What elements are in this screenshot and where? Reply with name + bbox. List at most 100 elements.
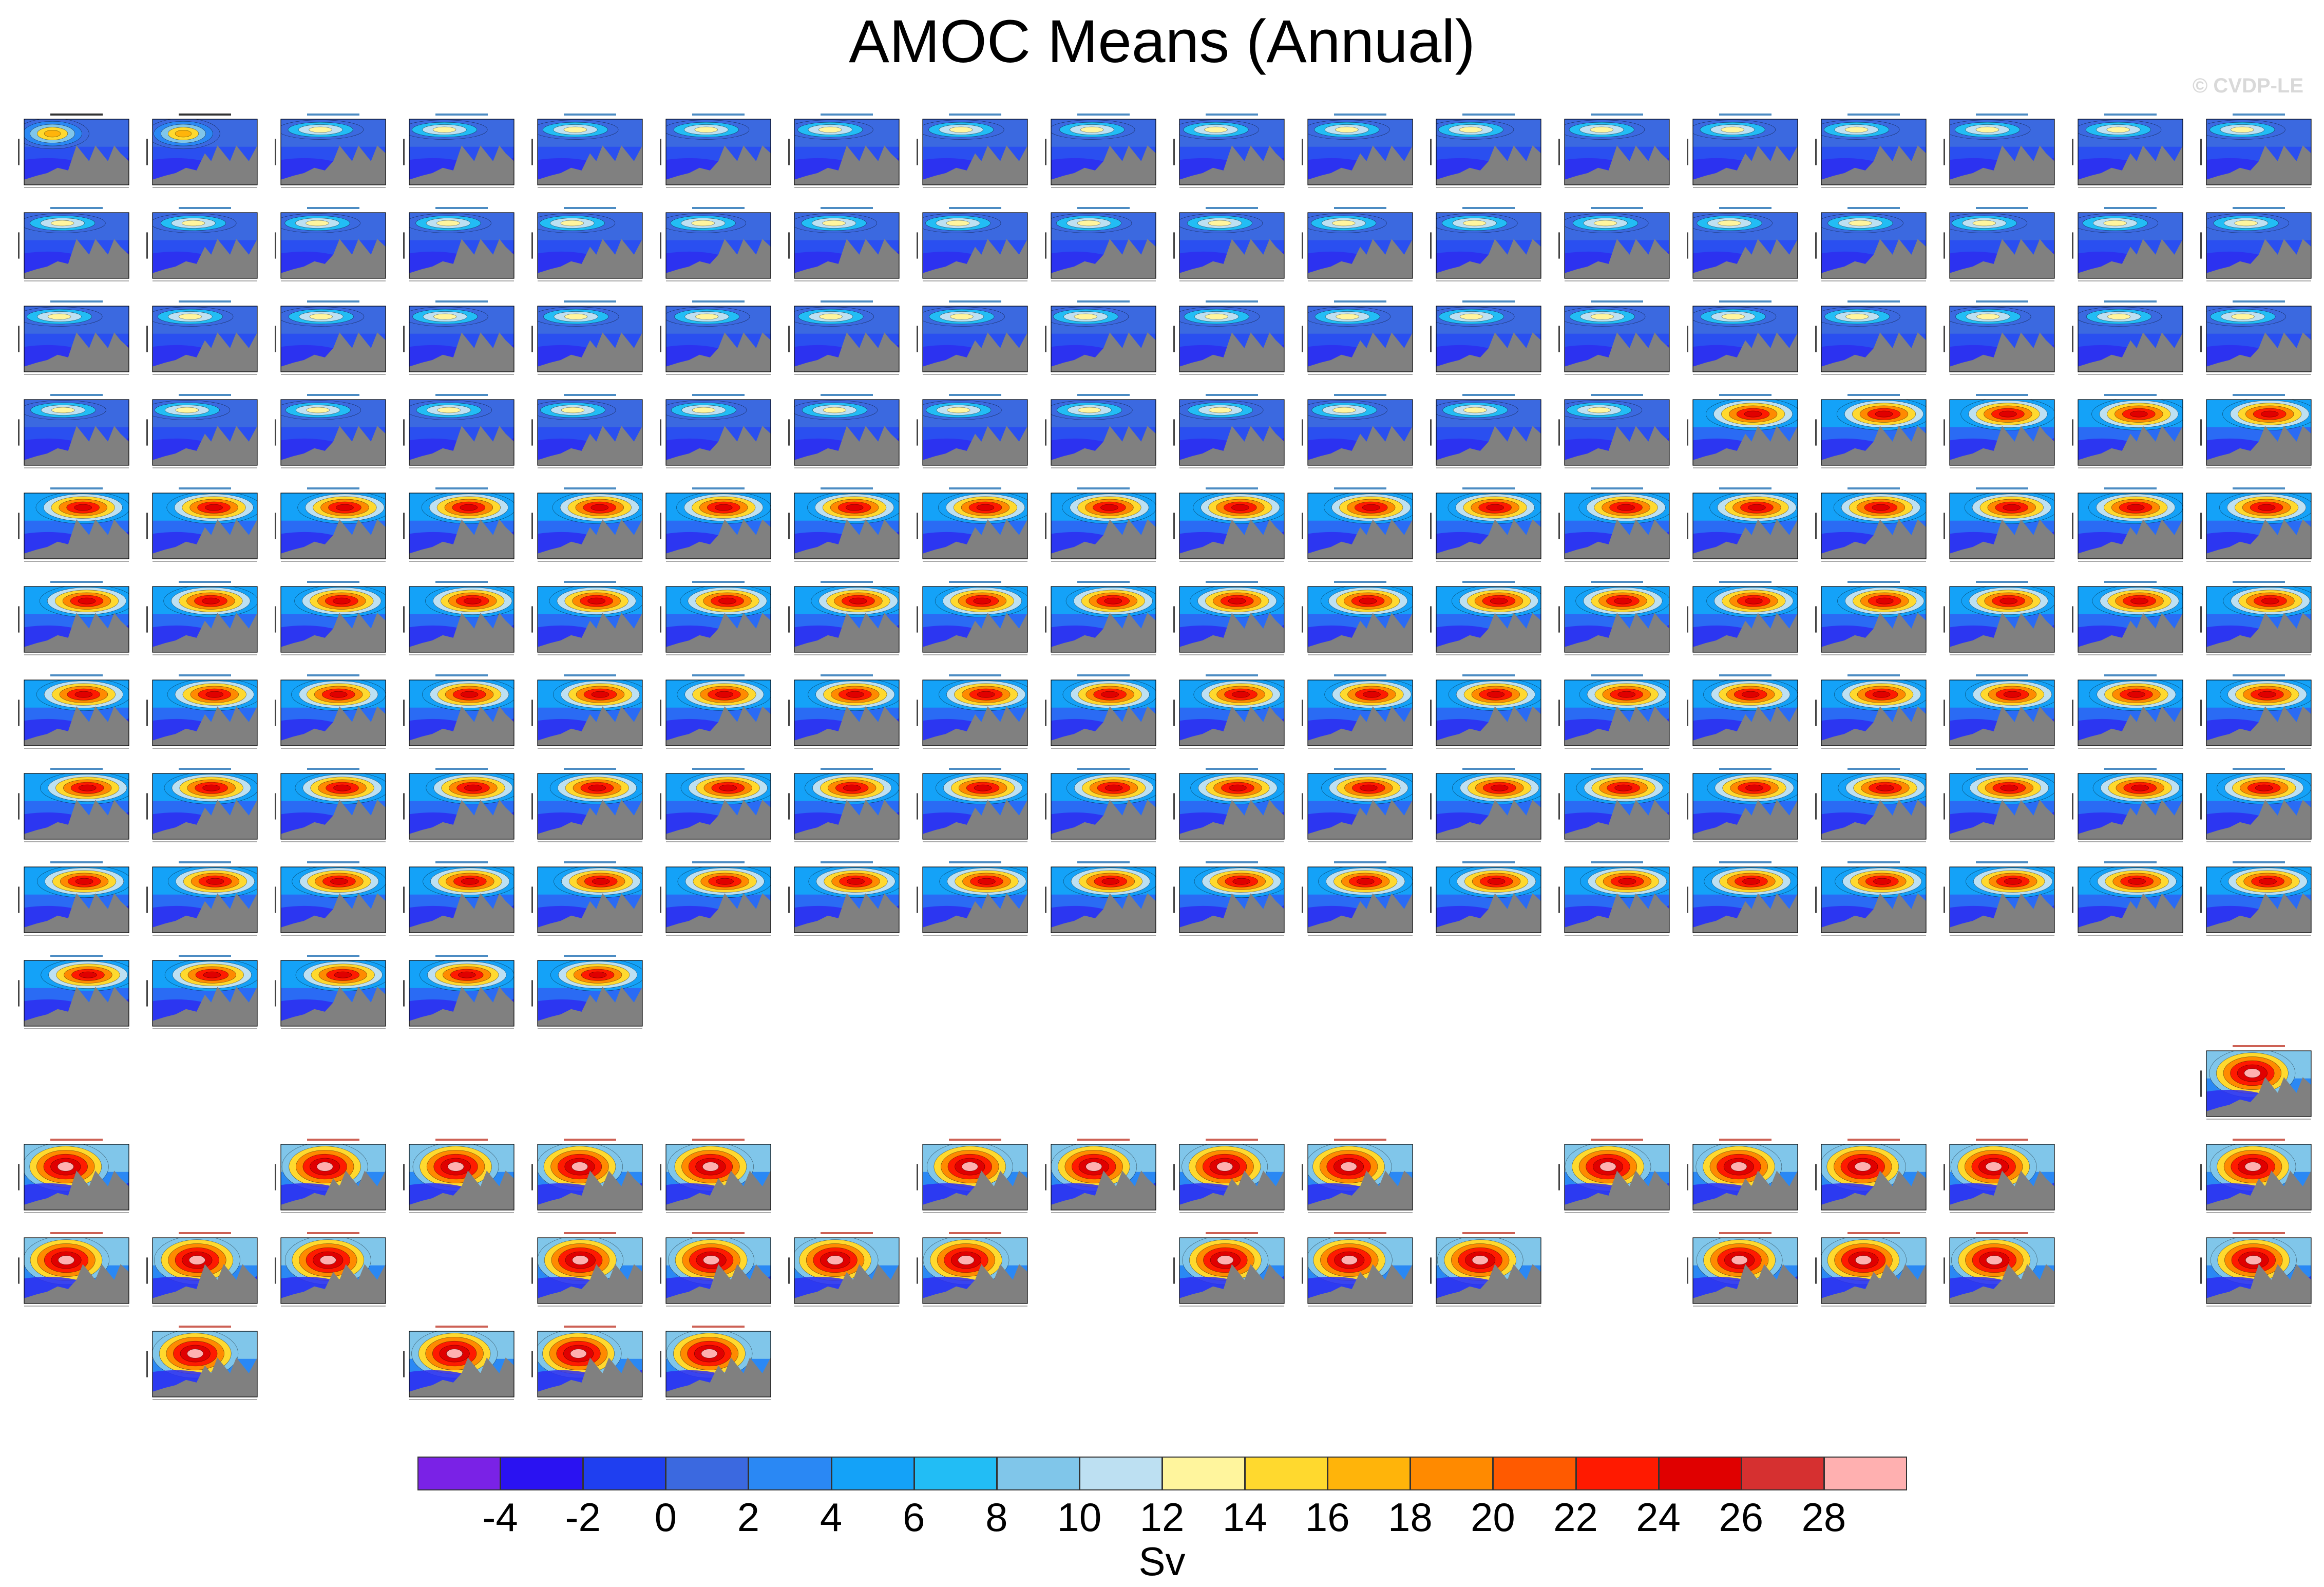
contour-band — [1742, 691, 1760, 698]
y-axis-label-mark — [1687, 326, 1688, 352]
contour-line — [1442, 215, 1508, 231]
contour-line — [1072, 1154, 1116, 1180]
panel-frame — [2078, 306, 2183, 372]
contour-line — [1078, 1158, 1109, 1176]
bathymetry-mask — [1179, 239, 1284, 278]
contour-line — [423, 311, 467, 322]
amoc-panel — [146, 1232, 258, 1307]
x-axis-tick-marks — [409, 1399, 514, 1400]
colorbar-tick-label: 8 — [985, 1495, 1008, 1540]
panel-title-mark — [821, 300, 873, 303]
panel-frame — [1949, 773, 2055, 840]
panel-frame — [794, 399, 900, 466]
contour-line — [429, 681, 509, 708]
x-axis-tick-marks — [923, 1306, 1027, 1307]
x-axis-tick-marks — [2206, 467, 2311, 468]
amoc-panel — [2072, 768, 2183, 842]
x-axis-tick-marks — [923, 654, 1027, 655]
contour-line — [1202, 867, 1281, 895]
x-axis-tick-marks — [1565, 841, 1669, 842]
contour-line — [302, 587, 382, 615]
panel-title-mark — [2104, 487, 2157, 489]
contour-line — [539, 215, 605, 231]
contour-line — [153, 213, 237, 233]
panel-title-mark — [564, 114, 616, 116]
contour-band — [1101, 878, 1119, 885]
contour-line — [173, 1340, 218, 1367]
contour-line — [1471, 686, 1520, 703]
contour-line — [51, 407, 75, 413]
contour-line — [708, 875, 741, 887]
contour-line — [944, 1247, 988, 1273]
contour-line — [1834, 1150, 1892, 1183]
contour-line — [1475, 779, 1524, 797]
panel-frame — [1949, 1144, 2055, 1211]
bathymetry-mask — [153, 800, 257, 839]
contour-line — [1464, 870, 1529, 893]
x-axis-tick-marks — [24, 748, 129, 749]
bathymetry-mask — [538, 706, 642, 746]
panel-frame — [1051, 866, 1156, 933]
contour-band — [843, 785, 861, 791]
panel-title-mark — [564, 955, 616, 957]
contour-line — [1610, 688, 1643, 701]
contour-line — [313, 496, 377, 519]
bathymetry-mask — [1693, 426, 1798, 465]
contour-band — [1999, 411, 2017, 418]
amoc-panel — [18, 114, 129, 188]
contour-band — [1078, 407, 1101, 413]
contour-line — [558, 1247, 603, 1273]
y-axis-label-mark — [531, 793, 533, 820]
contour-line — [1308, 120, 1390, 140]
panel-title-mark — [2104, 114, 2157, 116]
bathymetry-mask — [409, 145, 514, 185]
panel-frame — [1307, 679, 1413, 746]
contour-band — [1490, 598, 1508, 604]
y-axis-label-mark — [1045, 793, 1046, 820]
panel-frame — [152, 960, 258, 1027]
panel-frame — [1436, 866, 1541, 933]
contour-line — [1482, 595, 1516, 607]
x-axis-tick-marks — [1950, 1212, 2054, 1213]
contour-line — [318, 966, 367, 984]
contour-band — [2255, 785, 2273, 791]
contour-line — [560, 494, 639, 521]
y-axis-label-mark — [1687, 139, 1688, 165]
panel-frame — [665, 1144, 771, 1211]
contour-line — [412, 309, 478, 325]
panel-frame — [280, 493, 386, 559]
x-axis-tick-marks — [281, 280, 386, 281]
contour-line — [801, 215, 867, 231]
contour-line — [1961, 587, 2054, 617]
contour-line — [1872, 691, 1891, 698]
y-axis-label-mark — [18, 232, 20, 259]
contour-line — [822, 220, 846, 226]
contour-line — [1599, 779, 1648, 797]
x-axis-tick-marks — [1821, 280, 1926, 281]
contour-line — [1965, 1243, 2024, 1277]
contour-line — [305, 494, 385, 521]
x-axis-tick-marks — [2078, 841, 2183, 842]
y-axis-label-mark — [1302, 606, 1303, 633]
panel-title-mark — [1462, 674, 1515, 676]
panel-title-mark — [1847, 300, 1900, 303]
contour-line — [1053, 309, 1118, 325]
contour-line — [40, 218, 85, 229]
contour-line — [1363, 691, 1381, 698]
contour-line — [1867, 408, 1901, 420]
y-axis-label-mark — [917, 326, 918, 352]
contour-band — [437, 407, 461, 413]
bathymetry-mask — [538, 800, 642, 839]
contour-line — [1209, 683, 1273, 706]
bathymetry-mask — [24, 1264, 129, 1303]
amoc-panel — [2200, 300, 2312, 375]
contour-line — [1849, 683, 1914, 706]
contour-line — [59, 499, 107, 516]
contour-line — [549, 1337, 608, 1370]
y-axis-label-mark — [917, 793, 918, 820]
y-axis-label-mark — [1815, 886, 1817, 913]
panel-title-mark — [1591, 207, 1643, 209]
contour-line — [1730, 1162, 1747, 1172]
bathymetry-mask — [666, 426, 771, 465]
contour-line — [2231, 1247, 2276, 1273]
